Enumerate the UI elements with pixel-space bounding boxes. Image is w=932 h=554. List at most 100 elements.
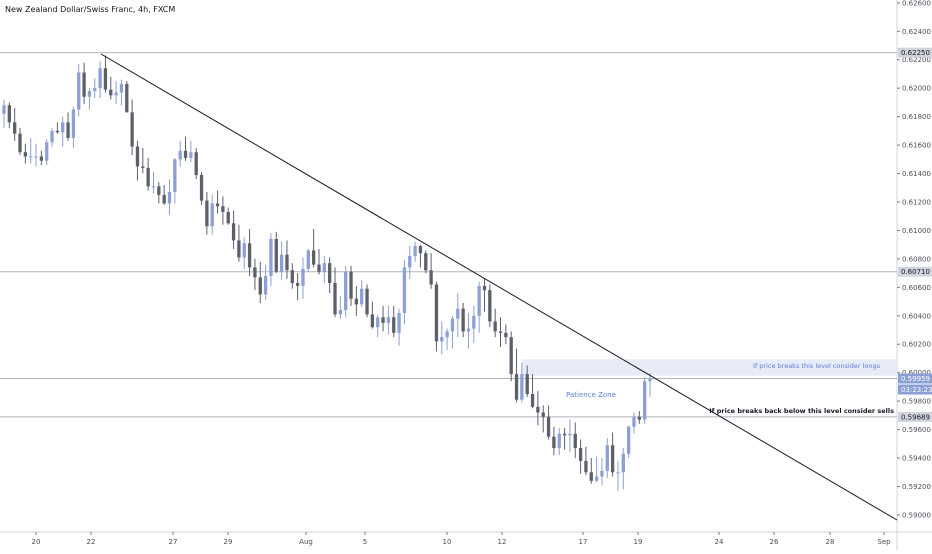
candle-body (450, 318, 455, 332)
candle-body (189, 152, 193, 158)
candle-body (301, 268, 305, 286)
candle-body (125, 83, 129, 113)
candle-body (93, 88, 97, 92)
candle-body (157, 186, 161, 195)
candle-body (562, 433, 567, 436)
y-tick-label: 0.61600 (902, 142, 931, 150)
candle-body (536, 406, 540, 413)
candle-body (370, 314, 375, 328)
candle-body (66, 122, 70, 138)
candle-body (418, 246, 423, 254)
candle-body (45, 142, 49, 161)
candle-body (210, 203, 214, 227)
candle-body (365, 288, 369, 315)
candle-body (295, 283, 300, 286)
price-level-tag (898, 411, 932, 422)
x-tick-label: 29 (224, 538, 233, 546)
candle-body (397, 312, 401, 333)
candle-body (493, 321, 497, 332)
candle-body (541, 412, 545, 417)
candle-body (77, 72, 81, 110)
candle-body (520, 374, 524, 400)
candle-body (386, 317, 391, 323)
candle-body (114, 92, 118, 96)
candle-body (162, 194, 166, 204)
y-tick-label: 0.60600 (902, 284, 931, 292)
candle-body (237, 240, 241, 258)
candle-body (103, 68, 108, 90)
candle-body (434, 284, 439, 342)
candle-body (311, 250, 316, 265)
candle-body (621, 453, 625, 473)
candle-body (333, 283, 337, 315)
price-level-label: 0.62250 (901, 49, 930, 57)
sells-annotation: If price breaks back below this level co… (709, 407, 894, 415)
candle-body (183, 150, 188, 158)
candle-body (605, 445, 609, 471)
candle-body (263, 275, 268, 295)
price-level-label: 0.59959 (901, 375, 930, 383)
candle-body (381, 317, 385, 323)
y-tick-label: 0.60800 (902, 255, 931, 263)
candle-body (119, 83, 124, 93)
price-level-tag (898, 373, 932, 384)
chart-title: New Zealand Dollar/Swiss Franc, 4h, FXCM (5, 5, 176, 14)
candle-body (135, 146, 140, 167)
price-level-label: 0.59689 (901, 413, 930, 421)
candle-body (285, 254, 289, 271)
candle-body (594, 476, 599, 481)
candle-body (482, 285, 487, 291)
y-tick-label: 0.62000 (902, 85, 931, 93)
candle-body (376, 317, 380, 328)
candle-body (578, 448, 583, 461)
candle-body (456, 308, 460, 319)
candle-body (215, 203, 220, 207)
y-tick-label: 0.61200 (902, 198, 931, 206)
candle-body (616, 472, 620, 474)
x-tick-label: 27 (169, 538, 178, 546)
candle-body (466, 328, 471, 332)
candle-body (626, 426, 631, 454)
candle-body (173, 159, 177, 193)
candle-body (87, 91, 92, 97)
price-level-tag (898, 266, 932, 277)
candle-body (141, 166, 145, 168)
x-tick-label: 10 (443, 538, 452, 546)
candle-body (322, 263, 326, 272)
candle-body (258, 277, 262, 295)
candle-body (23, 152, 28, 157)
y-tick-label: 0.61400 (902, 170, 931, 178)
candle-body (61, 122, 65, 133)
countdown-tag (898, 384, 932, 395)
candle-body (55, 130, 60, 133)
candle-body (546, 416, 551, 437)
y-tick-label: 0.60200 (902, 341, 931, 349)
candle-body (349, 271, 353, 299)
candle-body (18, 133, 22, 153)
candle-body (514, 374, 519, 400)
x-tick-label: 26 (770, 538, 779, 546)
y-tick-label: 0.62600 (902, 0, 931, 7)
candle-body (231, 223, 236, 241)
candle-body (408, 256, 412, 268)
candle-body (354, 298, 359, 305)
candle-body (130, 112, 134, 147)
candle-body (242, 243, 246, 258)
candle-body (279, 254, 284, 272)
x-tick-label: 28 (826, 538, 835, 546)
candle-body (643, 381, 647, 420)
candle-body (98, 68, 102, 89)
candle-body (525, 374, 529, 395)
candle-body (509, 337, 513, 375)
candle-body (290, 270, 294, 284)
candle-body (205, 200, 209, 227)
x-tick-label: 17 (579, 538, 588, 546)
candle-body (610, 445, 615, 473)
x-tick-label: 12 (498, 538, 507, 546)
candle-body (306, 250, 310, 269)
candle-body (269, 238, 273, 276)
y-tick-label: 0.61000 (902, 227, 931, 235)
candle-body (34, 156, 38, 158)
y-tick-label: 0.59000 (902, 511, 931, 519)
candle-body (429, 270, 433, 285)
